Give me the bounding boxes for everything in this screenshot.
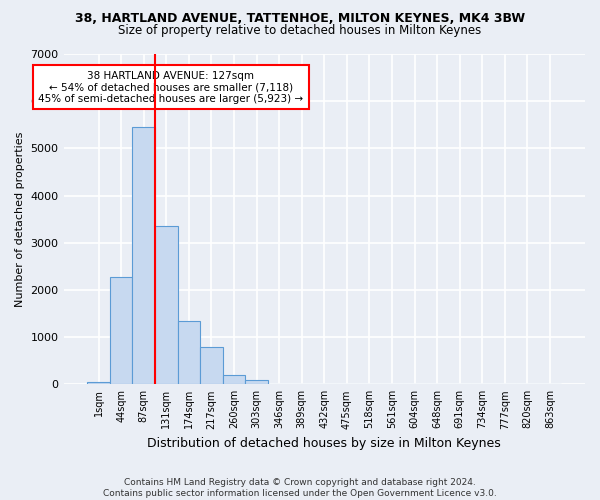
- Text: Size of property relative to detached houses in Milton Keynes: Size of property relative to detached ho…: [118, 24, 482, 37]
- Bar: [223, 376, 245, 384]
- Y-axis label: Number of detached properties: Number of detached properties: [15, 132, 25, 307]
- Bar: [87, 382, 110, 384]
- Bar: [245, 380, 268, 384]
- Bar: [133, 127, 155, 384]
- Bar: [200, 346, 223, 385]
- Text: 38 HARTLAND AVENUE: 127sqm
← 54% of detached houses are smaller (7,118)
45% of s: 38 HARTLAND AVENUE: 127sqm ← 54% of deta…: [38, 70, 304, 104]
- X-axis label: Distribution of detached houses by size in Milton Keynes: Distribution of detached houses by size …: [148, 437, 501, 450]
- Bar: [155, 226, 178, 384]
- Text: Contains HM Land Registry data © Crown copyright and database right 2024.
Contai: Contains HM Land Registry data © Crown c…: [103, 478, 497, 498]
- Bar: [178, 320, 200, 384]
- Text: 38, HARTLAND AVENUE, TATTENHOE, MILTON KEYNES, MK4 3BW: 38, HARTLAND AVENUE, TATTENHOE, MILTON K…: [75, 12, 525, 26]
- Bar: [110, 276, 133, 384]
